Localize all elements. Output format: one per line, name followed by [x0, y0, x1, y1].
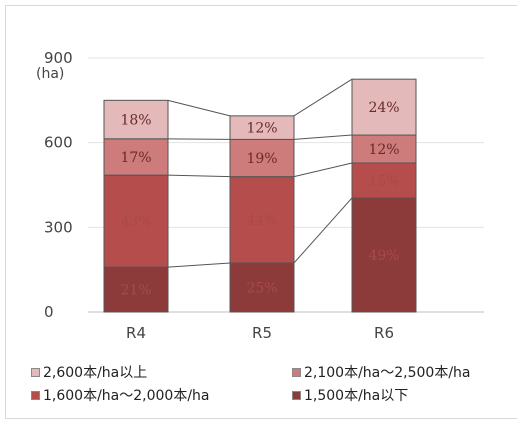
connector-line-2-3 [293, 134, 353, 140]
data-label-R4-3: 17% [120, 150, 151, 166]
bar-segment-R4-2 [103, 174, 169, 268]
legend-label-2600-plus: 2,600本/ha以上 [43, 365, 148, 381]
data-label-R4-2: 43% [120, 214, 151, 230]
data-label-R6-4: 24% [368, 100, 399, 116]
bar-segment-R5-4 [229, 115, 295, 140]
connector-line-2-4 [293, 78, 353, 117]
x-tick-label-R6: R6 [374, 324, 394, 342]
stacked-bar-chart: 0 300 600 900(ha) 21% 43% 17% 18% R4 25% 44% 19% 12%… [36, 49, 484, 342]
data-label-R5-4: 12% [246, 121, 277, 137]
connector-line-1-4 [167, 99, 231, 117]
x-tick-label-R4: R4 [126, 324, 146, 342]
data-label-R6-3: 12% [368, 142, 399, 158]
data-label-R4-1: 21% [120, 283, 151, 299]
legend-item-1600-2000: 1,600本/ha～2,000本/ha [31, 385, 210, 405]
legend-swatch-1500-minus [292, 390, 301, 400]
data-label-R6-2: 15% [368, 173, 399, 189]
data-label-R6-1: 49% [368, 248, 399, 264]
bar-segment-R4-4 [103, 99, 169, 140]
legend-label-1500-minus: 1,500本/ha以下 [304, 388, 409, 404]
legend-label-1600-2000: 1,600本/ha～2,000本/ha [43, 388, 210, 404]
bar-segment-R6-1 [351, 197, 417, 313]
data-label-R5-2: 44% [246, 213, 277, 229]
bar-segment-R6-2 [351, 162, 417, 199]
bar-segment-R6-3 [351, 134, 417, 164]
legend-label-2100-2500: 2,100本/ha～2,500本/ha [304, 365, 471, 381]
y-tick-label-300: 300 [44, 218, 73, 236]
data-label-R5-3: 19% [246, 151, 277, 167]
legend-swatch-1600-2000 [31, 390, 40, 400]
y-unit-label: (ha) [36, 66, 64, 82]
y-tick-label-0: 0 [44, 303, 54, 321]
bar-segment-R4-1 [103, 266, 169, 313]
connector-line-1-2 [167, 174, 231, 178]
bar-segment-R5-3 [229, 138, 295, 178]
connector-line-2-2 [293, 162, 353, 178]
connector-line-1-3 [167, 138, 231, 140]
x-tick-label-R5: R5 [252, 324, 272, 342]
connector-line-2-1 [293, 197, 353, 264]
legend-item-2600-plus: 2,600本/ha以上 [31, 362, 147, 382]
data-label-R4-4: 18% [120, 113, 151, 129]
chart-frame: 0 300 600 900 (ha) 21% 43% 17% 18% R4 25% 44% 19% 12%… [5, 5, 517, 419]
data-label-R5-1: 25% [246, 280, 277, 296]
connector-line-1-1 [167, 262, 231, 268]
legend-swatch-2100-2500 [292, 367, 301, 377]
y-tick-label-900: 900 [44, 49, 73, 67]
legend-swatch-2600-plus [31, 367, 40, 377]
bar-segment-R6-4 [351, 78, 417, 136]
legend-item-2100-2500: 2,100本/ha～2,500本/ha [292, 362, 471, 382]
y-tick-label-600: 600 [44, 134, 73, 152]
legend-item-1500-minus: 1,500本/ha以下 [292, 385, 408, 405]
